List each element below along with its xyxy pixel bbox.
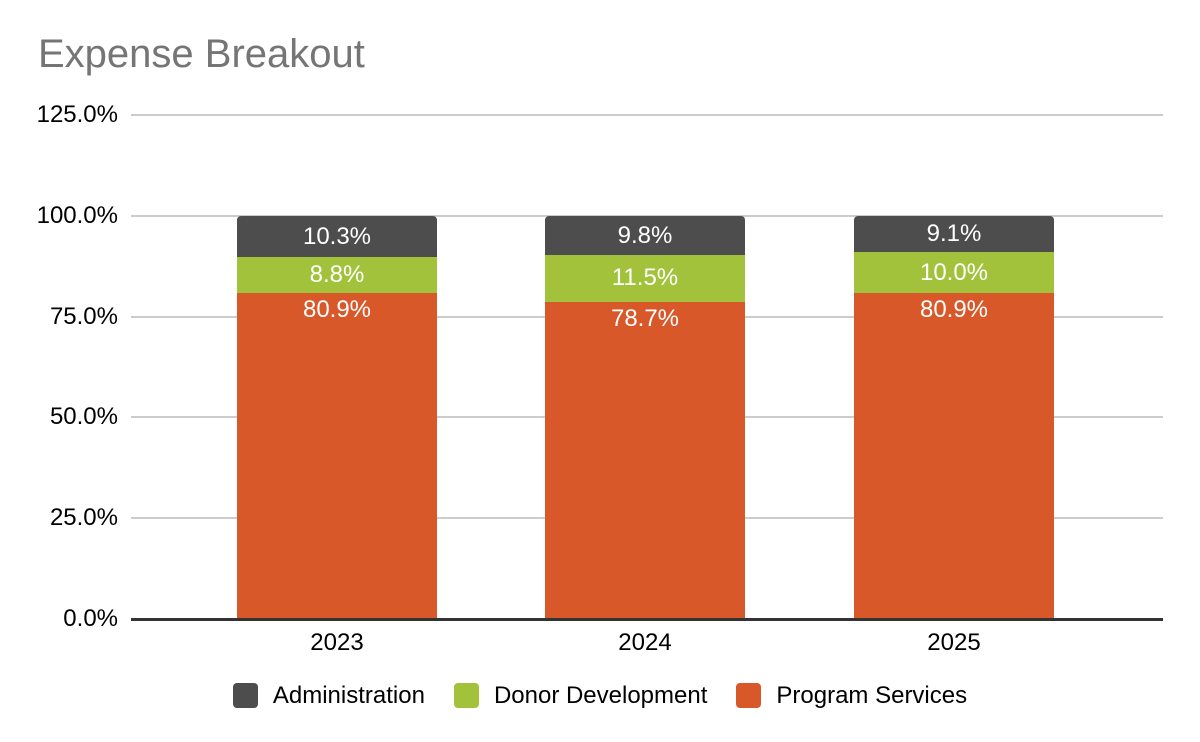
legend-label: Program Services <box>776 681 968 709</box>
bar-segment-administration: 10.3% <box>237 215 437 258</box>
legend: Administration Donor Development Program S… <box>0 681 1200 710</box>
bar-segment-program-services: 78.7% <box>545 301 745 619</box>
x-tick-label: 2025 <box>927 629 981 656</box>
legend-swatch-administration <box>232 683 258 708</box>
x-tick-label: 2024 <box>618 629 672 656</box>
y-tick-label: 0.0% <box>63 605 118 632</box>
legend-item-administration: Administration <box>232 681 425 710</box>
bar-segment-donor-development: 11.5% <box>545 255 745 302</box>
legend-label: Administration <box>272 681 425 709</box>
legend-label: Donor Development <box>493 681 708 709</box>
bar-segment-donor-development: 8.8% <box>237 257 437 293</box>
bar-segment-donor-development: 10.0% <box>854 252 1054 293</box>
bar-value-label: 11.5% <box>611 264 679 292</box>
legend-item-donor-development: Donor Development <box>453 681 708 710</box>
bar-segment-administration: 9.8% <box>545 215 745 256</box>
bar-segment-administration: 9.1% <box>854 215 1054 253</box>
bar-value-label: 9.8% <box>617 221 673 249</box>
x-tick-label: 2023 <box>310 629 364 656</box>
y-tick-label: 25.0% <box>49 504 118 532</box>
bar-value-label: 78.7% <box>610 304 680 332</box>
legend-swatch-donor-development <box>453 683 479 708</box>
bar-value-label: 10.0% <box>919 258 989 286</box>
x-axis-line <box>131 617 1163 621</box>
bar-value-label: 80.9% <box>302 295 372 323</box>
y-tick-label: 75.0% <box>49 302 118 330</box>
bar-value-label: 10.3% <box>302 222 372 250</box>
y-tick-label: 100.0% <box>36 201 118 229</box>
y-tick-label: 50.0% <box>49 403 118 431</box>
bar-value-label: 9.1% <box>926 220 982 248</box>
legend-item-program-services: Program Services <box>736 682 967 710</box>
bar-value-label: 8.8% <box>309 261 365 289</box>
bar-segment-program-services: 80.9% <box>854 292 1054 619</box>
gridline <box>131 114 1163 116</box>
y-tick-label: 125.0% <box>36 101 118 128</box>
bar-value-label: 80.9% <box>919 295 989 323</box>
legend-swatch-program-services <box>736 683 762 708</box>
bar-segment-program-services: 80.9% <box>237 292 437 619</box>
chart-title: Expense Breakout <box>38 32 365 76</box>
